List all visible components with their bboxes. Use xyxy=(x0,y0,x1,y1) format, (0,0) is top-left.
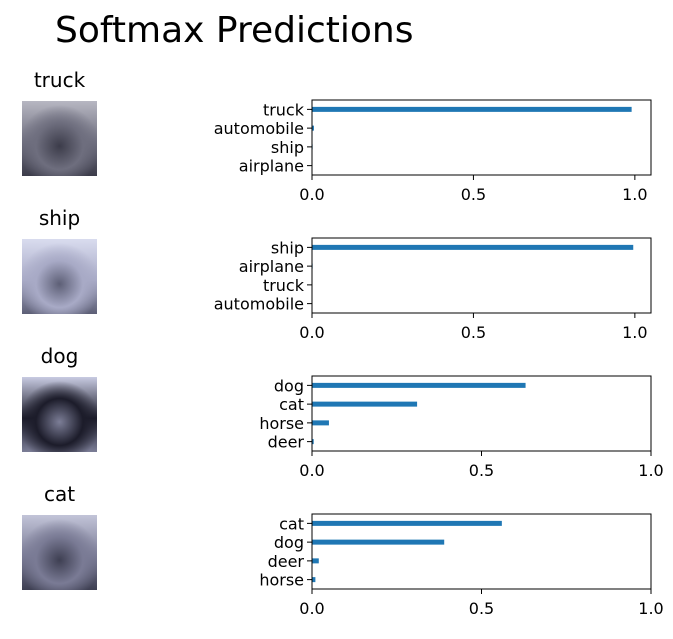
bar xyxy=(312,520,502,526)
bar xyxy=(312,577,316,583)
thumbnail-image xyxy=(22,239,97,314)
thumbnail-image xyxy=(22,101,97,176)
y-tick-label: cat xyxy=(279,514,304,533)
prediction-row: dog dog cat horse deer 0.0 0.5 1.0 xyxy=(0,344,673,480)
axes-frame xyxy=(311,513,652,590)
y-tick-label: automobile xyxy=(214,295,304,314)
image-label: dog xyxy=(40,344,79,368)
axes-frame xyxy=(311,99,652,176)
bar xyxy=(312,382,526,388)
x-tick-label: 1.0 xyxy=(638,599,663,618)
x-tick-label: 0.5 xyxy=(461,185,486,204)
bar xyxy=(312,401,418,407)
x-tick-label: 0.0 xyxy=(299,323,324,342)
bar xyxy=(312,244,634,250)
x-tick-label: 0.5 xyxy=(469,599,494,618)
bar xyxy=(312,125,314,131)
bar xyxy=(312,439,314,445)
prediction-row: truck truck automobile ship airplane 0.0 0.5 1… xyxy=(0,68,673,204)
x-tick-label: 0.5 xyxy=(461,323,486,342)
image-label: cat xyxy=(43,482,76,506)
prediction-row: ship ship airplane truck automobile 0.0 0.5 1.… xyxy=(0,206,673,342)
bar xyxy=(312,558,319,564)
y-tick-label: automobile xyxy=(214,119,304,138)
bar xyxy=(312,420,329,426)
bar xyxy=(312,106,632,112)
x-tick-label: 1.0 xyxy=(622,323,647,342)
y-tick-label: dog xyxy=(274,533,304,552)
y-tick-label: airplane xyxy=(239,157,304,176)
y-tick-label: truck xyxy=(263,100,305,119)
x-tick-label: 0.0 xyxy=(299,461,324,480)
image-label: ship xyxy=(38,206,81,230)
y-tick-label: truck xyxy=(263,276,305,295)
bar xyxy=(312,539,445,545)
y-tick-label: cat xyxy=(279,395,304,414)
axes-frame xyxy=(311,375,652,452)
figure-title: Softmax Predictions xyxy=(55,10,414,51)
thumbnail-image xyxy=(22,515,97,590)
y-tick-label: horse xyxy=(259,571,304,590)
thumbnail-image xyxy=(22,377,97,452)
y-tick-label: ship xyxy=(271,238,304,257)
y-tick-label: deer xyxy=(268,552,305,571)
x-tick-label: 0.0 xyxy=(299,185,324,204)
x-tick-label: 0.5 xyxy=(469,461,494,480)
y-tick-label: dog xyxy=(274,376,304,395)
axes-frame xyxy=(311,237,652,314)
y-tick-label: ship xyxy=(271,138,304,157)
x-tick-label: 0.0 xyxy=(299,599,324,618)
prediction-row: cat cat dog deer horse 0.0 0.5 1.0 xyxy=(0,482,673,618)
image-label: truck xyxy=(33,68,86,92)
y-tick-label: horse xyxy=(259,414,304,433)
y-tick-label: deer xyxy=(268,433,305,452)
x-tick-label: 1.0 xyxy=(638,461,663,480)
y-tick-label: airplane xyxy=(239,257,304,276)
x-tick-label: 1.0 xyxy=(622,185,647,204)
